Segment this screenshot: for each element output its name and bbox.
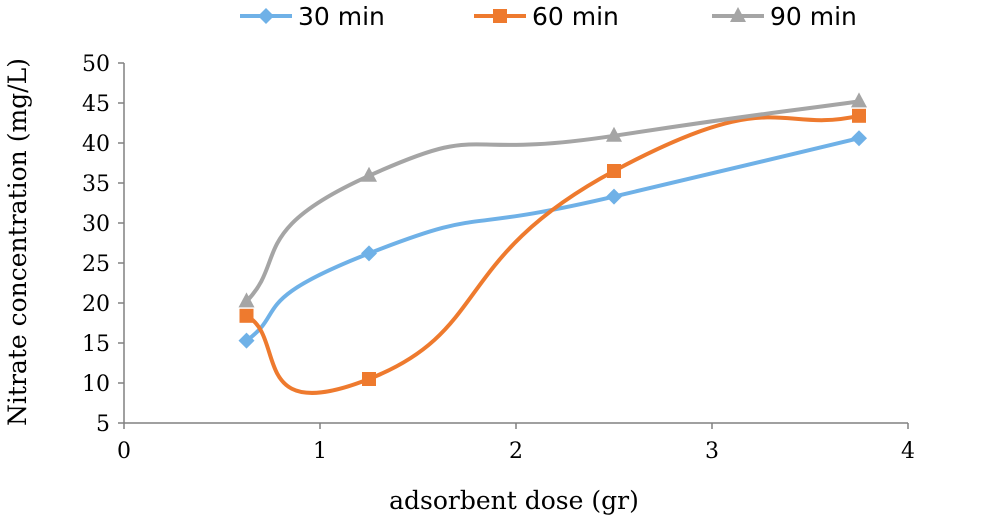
- y-tick-label: 25: [82, 252, 110, 277]
- series-line: [245, 113, 860, 395]
- data-point-marker: [239, 308, 254, 323]
- series-30-min: [238, 130, 867, 349]
- data-point-marker: [851, 130, 867, 147]
- legend-marker: [493, 9, 507, 23]
- data-point-marker: [606, 126, 622, 142]
- data-point-marker: [852, 108, 866, 123]
- data-point-marker: [238, 332, 255, 349]
- y-tick-label: 20: [82, 292, 110, 317]
- legend-marker: [730, 7, 746, 22]
- series-60-min: [239, 108, 866, 395]
- data-point-marker: [362, 372, 376, 386]
- data-point-marker: [606, 188, 622, 205]
- legend-label: 60 min: [532, 2, 619, 31]
- series-layer: [238, 92, 867, 395]
- y-tick-label: 30: [82, 212, 110, 237]
- legend: 30 min 60 min 90 min: [240, 2, 857, 31]
- data-point-marker: [238, 292, 255, 308]
- plot-area: 0 1 2 3 4 5 10 15 20 25 30 35 40 45 50: [82, 52, 915, 464]
- y-tick-label: 35: [82, 172, 110, 197]
- y-axis-title: Nitrate concentration (mg/L): [3, 58, 32, 426]
- x-tick-label: 0: [117, 439, 131, 464]
- data-point-marker: [361, 245, 377, 262]
- y-axis-ticks: 5 10 15 20 25 30 35 40 45 50: [82, 52, 124, 437]
- series-90-min: [238, 92, 867, 308]
- y-tick-label: 15: [82, 332, 110, 357]
- data-point-marker: [361, 166, 377, 182]
- legend-item: 60 min: [474, 2, 619, 31]
- legend-marker: [258, 8, 274, 24]
- series-line: [245, 99, 860, 303]
- series-line: [245, 136, 860, 343]
- y-tick-label: 45: [82, 92, 110, 117]
- legend-label: 90 min: [770, 2, 857, 31]
- legend-label: 30 min: [298, 2, 385, 31]
- x-axis-ticks: 0 1 2 3 4: [117, 423, 915, 464]
- y-tick-label: 10: [82, 372, 110, 397]
- y-tick-label: 40: [82, 132, 110, 157]
- x-tick-label: 1: [313, 439, 327, 464]
- x-tick-label: 2: [509, 439, 523, 464]
- legend-item: 30 min: [240, 2, 385, 31]
- data-point-marker: [851, 92, 867, 108]
- data-point-marker: [607, 164, 621, 178]
- y-tick-label: 5: [96, 412, 110, 437]
- y-tick-label: 50: [82, 52, 110, 77]
- x-tick-label: 3: [705, 439, 719, 464]
- legend-item: 90 min: [712, 2, 857, 31]
- x-axis-title: adsorbent dose (gr): [389, 486, 639, 515]
- x-tick-label: 4: [901, 439, 915, 464]
